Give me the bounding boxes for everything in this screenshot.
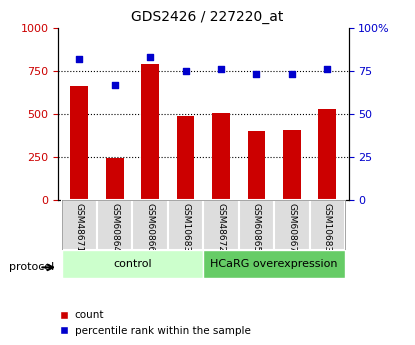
Point: [76, 56, 83, 61]
Bar: [239, 200, 274, 250]
Bar: [62, 200, 97, 250]
Bar: [248, 131, 265, 200]
Text: protocol: protocol: [9, 263, 54, 272]
Bar: [62, 250, 203, 278]
Point: [112, 82, 118, 87]
Text: GDS2426 / 227220_at: GDS2426 / 227220_at: [131, 10, 284, 24]
Text: GSM48672: GSM48672: [217, 203, 226, 252]
Bar: [310, 200, 345, 250]
Point: [182, 68, 189, 73]
Point: [253, 71, 260, 77]
Bar: [203, 250, 345, 278]
Bar: [283, 130, 301, 200]
Bar: [106, 158, 124, 200]
Point: [218, 66, 225, 72]
Point: [147, 54, 154, 60]
Bar: [71, 86, 88, 200]
Text: GSM60865: GSM60865: [252, 203, 261, 252]
Bar: [177, 117, 195, 200]
Bar: [212, 113, 230, 200]
Text: GSM106835: GSM106835: [323, 203, 332, 258]
Bar: [142, 64, 159, 200]
Text: control: control: [113, 259, 152, 269]
Text: GSM60866: GSM60866: [146, 203, 155, 252]
Bar: [274, 200, 310, 250]
Text: HCaRG overexpression: HCaRG overexpression: [210, 259, 338, 269]
Legend: count, percentile rank within the sample: count, percentile rank within the sample: [55, 306, 255, 340]
Bar: [203, 200, 239, 250]
Point: [288, 71, 295, 77]
Text: GSM60864: GSM60864: [110, 203, 119, 252]
Bar: [132, 200, 168, 250]
Text: GSM48671: GSM48671: [75, 203, 84, 252]
Text: GSM60867: GSM60867: [288, 203, 296, 252]
Bar: [97, 200, 132, 250]
Bar: [168, 200, 203, 250]
Text: GSM106834: GSM106834: [181, 203, 190, 257]
Point: [324, 66, 331, 72]
Bar: [318, 109, 336, 200]
